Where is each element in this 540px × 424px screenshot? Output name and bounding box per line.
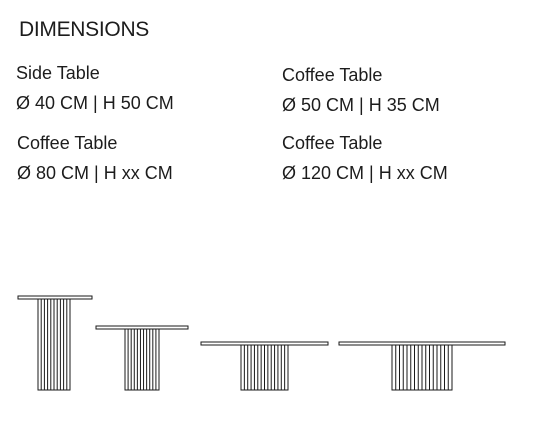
table-dimensions: Ø 120 CM | H xx CM — [282, 163, 448, 183]
fluted-base — [124, 328, 160, 391]
table-dimensions: Ø 80 CM | H xx CM — [17, 163, 173, 183]
spec-coffee-table-50: Coffee Table Ø 50 CM | H 35 CM — [282, 64, 440, 116]
table-name: Side Table — [16, 63, 100, 83]
coffee-table-120-drawing — [338, 341, 506, 391]
table-name: Coffee Table — [282, 133, 383, 153]
spec-coffee-table-80: Coffee Table Ø 80 CM | H xx CM — [17, 132, 173, 184]
coffee-table-80-drawing — [200, 341, 329, 391]
spec-side-table-40: Side Table Ø 40 CM | H 50 CM — [16, 62, 174, 114]
table-drawings — [17, 295, 506, 391]
coffee-table-50-drawing — [95, 325, 189, 391]
table-name: Coffee Table — [282, 65, 383, 85]
side-table-40-drawing — [17, 295, 93, 391]
table-name: Coffee Table — [17, 133, 118, 153]
table-dimensions: Ø 40 CM | H 50 CM — [16, 93, 174, 113]
page-title: DIMENSIONS — [19, 18, 150, 41]
table-dimensions: Ø 50 CM | H 35 CM — [282, 95, 440, 115]
spec-coffee-table-120: Coffee Table Ø 120 CM | H xx CM — [282, 132, 448, 184]
